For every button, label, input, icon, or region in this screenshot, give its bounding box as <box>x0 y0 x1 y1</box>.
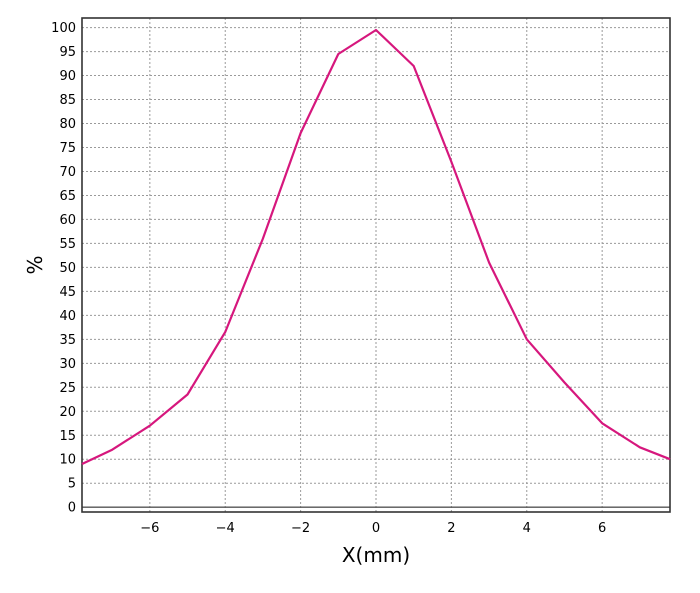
y-tick-label: 60 <box>59 213 76 228</box>
y-tick-label: 50 <box>59 261 76 276</box>
y-tick-label: 35 <box>59 333 76 348</box>
y-tick-label: 45 <box>59 285 76 300</box>
x-axis-title: X(mm) <box>342 543 410 567</box>
y-tick-label: 30 <box>59 357 76 372</box>
x-tick-label: −2 <box>291 521 310 536</box>
y-axis-title: % <box>23 255 47 274</box>
y-tick-label: 80 <box>59 117 76 132</box>
y-tick-label: 95 <box>59 45 76 60</box>
y-tick-label: 90 <box>59 69 76 84</box>
y-tick-label: 0 <box>68 501 76 516</box>
x-tick-label: 6 <box>598 521 606 536</box>
y-tick-label: 10 <box>59 453 76 468</box>
y-tick-label: 5 <box>68 477 76 492</box>
y-tick-label: 65 <box>59 189 76 204</box>
x-tick-label: 4 <box>523 521 531 536</box>
plot-frame <box>81 17 671 513</box>
grid <box>82 18 670 512</box>
series-layer <box>81 28 671 465</box>
y-tick-label: 55 <box>59 237 76 252</box>
x-tick-label: −4 <box>216 521 235 536</box>
y-tick-label: 40 <box>59 309 76 324</box>
y-tick-label: 85 <box>59 93 76 108</box>
y-tick-label: 75 <box>59 141 76 156</box>
y-axis-ticks: 0 5 10 15 20 25 30 35 40 45 50 55 60 65 70 75 80 85 90 95 10… <box>51 21 76 516</box>
x-tick-label: 0 <box>372 521 380 536</box>
y-tick-label: 100 <box>51 21 76 36</box>
series-line <box>81 28 671 465</box>
x-tick-label: 2 <box>447 521 455 536</box>
x-axis-ticks: −6 −4 −2 0 2 4 6 <box>140 521 606 536</box>
y-tick-label: 15 <box>59 429 76 444</box>
y-tick-label: 25 <box>59 381 76 396</box>
y-tick-label: 70 <box>59 165 76 180</box>
y-tick-label: 20 <box>59 405 76 420</box>
x-tick-label: −6 <box>140 521 159 536</box>
